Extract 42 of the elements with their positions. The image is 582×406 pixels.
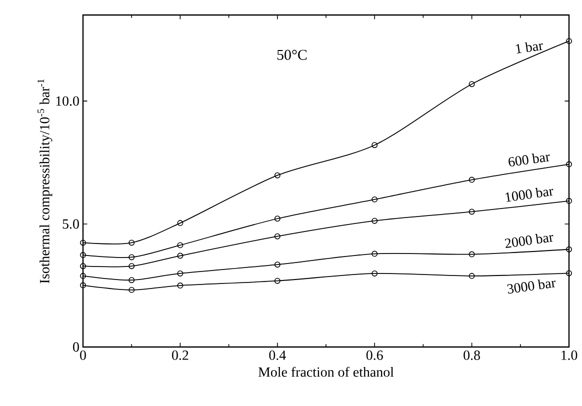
x-tick-label: 0.4 — [269, 350, 286, 360]
point — [274, 233, 280, 240]
point — [468, 251, 475, 258]
x-tick-label: 1.0 — [562, 350, 578, 360]
annotation: 50°C — [277, 50, 307, 60]
point — [177, 252, 184, 259]
point — [372, 142, 378, 148]
point — [274, 262, 280, 268]
point — [372, 270, 378, 276]
y-tick-label: 0 — [73, 342, 79, 352]
y-axis-title: Isothermal compressibility/10$^{-5}$ bar$^{-1}$ — [38, 79, 52, 284]
y-tick-label: 5.0 — [62, 219, 79, 229]
point — [468, 81, 475, 88]
point — [177, 270, 184, 276]
x-tick-label: 0.8 — [464, 350, 480, 360]
y-tick-label: 10.0 — [56, 96, 79, 106]
text: 600 bar — [508, 154, 550, 166]
text: 3000 bar — [507, 280, 556, 294]
point — [468, 176, 475, 183]
x-tick-label: 0.2 — [172, 350, 188, 360]
point — [177, 242, 184, 248]
point — [177, 220, 184, 226]
text: 1 bar — [516, 42, 543, 54]
point — [128, 277, 135, 284]
point — [177, 282, 184, 289]
point — [274, 278, 280, 284]
point — [128, 240, 135, 246]
point — [128, 286, 135, 293]
x-axis-title: Mole fraction of ethanol — [258, 366, 394, 377]
point — [468, 208, 475, 215]
point — [128, 254, 135, 260]
x-tick-label: 0.6 — [366, 350, 383, 360]
point — [372, 218, 378, 224]
point — [372, 196, 378, 202]
text: 1000 bar — [505, 188, 554, 202]
point — [372, 250, 378, 257]
point — [468, 272, 475, 279]
x-tick-label: 0 — [80, 350, 86, 360]
point — [274, 216, 280, 222]
point — [274, 172, 280, 178]
point — [128, 263, 135, 270]
legend-label: 2000 bar — [504, 234, 554, 248]
